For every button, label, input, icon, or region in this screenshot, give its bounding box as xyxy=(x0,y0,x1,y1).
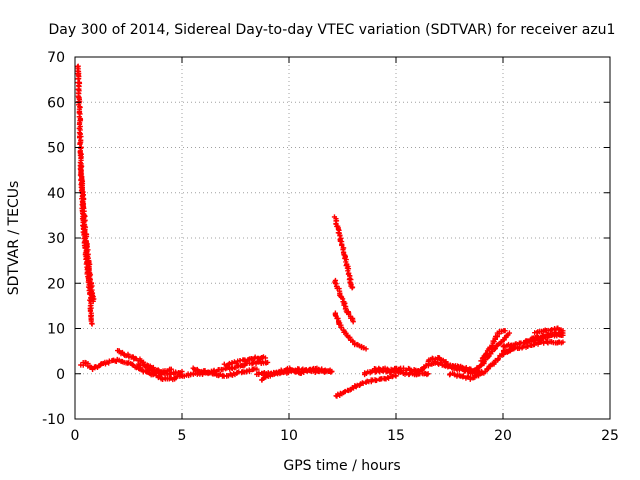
x-tick-label: 20 xyxy=(494,428,512,444)
data-point xyxy=(349,285,355,291)
data-point xyxy=(553,330,559,336)
data-point xyxy=(206,369,213,375)
data-point xyxy=(347,334,353,340)
data-point xyxy=(179,372,185,378)
data-point xyxy=(329,368,335,375)
data-point xyxy=(77,111,83,117)
data-point xyxy=(560,328,566,334)
data-points xyxy=(75,63,566,399)
x-tick-label: 15 xyxy=(387,428,405,444)
data-point xyxy=(363,346,369,352)
data-point xyxy=(77,141,83,147)
data-point xyxy=(129,361,136,367)
data-point xyxy=(246,368,253,375)
data-point xyxy=(560,332,566,338)
y-axis-label: SDTVAR / TECUs xyxy=(6,181,22,296)
y-tick-label: 40 xyxy=(47,186,65,202)
x-tick-label: 10 xyxy=(280,428,298,444)
y-tick-label: 70 xyxy=(47,50,65,66)
data-point xyxy=(373,377,380,383)
y-tick-label: -10 xyxy=(42,412,65,428)
x-tick-label: 25 xyxy=(601,428,619,444)
data-point xyxy=(360,380,366,386)
data-point xyxy=(265,359,271,366)
data-point xyxy=(262,355,269,361)
data-point xyxy=(385,374,391,381)
y-tick-label: 20 xyxy=(47,276,65,292)
grid xyxy=(75,57,610,419)
data-point xyxy=(350,319,356,325)
data-point xyxy=(81,214,87,221)
y-tick-label: 0 xyxy=(56,367,65,383)
data-point xyxy=(393,373,399,379)
data-point xyxy=(478,358,484,364)
data-point xyxy=(485,354,491,360)
data-point xyxy=(90,298,96,304)
data-point xyxy=(560,339,566,345)
data-point xyxy=(483,351,489,357)
data-point xyxy=(254,366,260,372)
x-tick-label: 5 xyxy=(178,428,187,444)
data-point xyxy=(506,330,513,336)
data-point xyxy=(338,324,344,331)
data-point xyxy=(89,321,95,327)
y-tick-label: 10 xyxy=(47,322,65,338)
chart-title: Day 300 of 2014, Sidereal Day-to-day VTE… xyxy=(49,22,616,38)
data-point xyxy=(220,366,226,373)
data-point xyxy=(443,359,449,365)
x-tick-label: 0 xyxy=(71,428,80,444)
y-tick-label: 60 xyxy=(47,95,65,111)
data-point xyxy=(549,332,555,338)
data-point xyxy=(168,366,174,372)
y-tick-label: 50 xyxy=(47,141,65,157)
data-point xyxy=(425,371,431,377)
y-tick-label: 30 xyxy=(47,231,65,247)
x-axis-label: GPS time / hours xyxy=(283,458,400,474)
data-point xyxy=(155,367,161,373)
data-point xyxy=(237,358,243,364)
axis-ticks: 0 5 10 15 20 25 -10 0 10 20 30 40 50 60 70 xyxy=(42,50,619,444)
data-point xyxy=(502,328,508,334)
